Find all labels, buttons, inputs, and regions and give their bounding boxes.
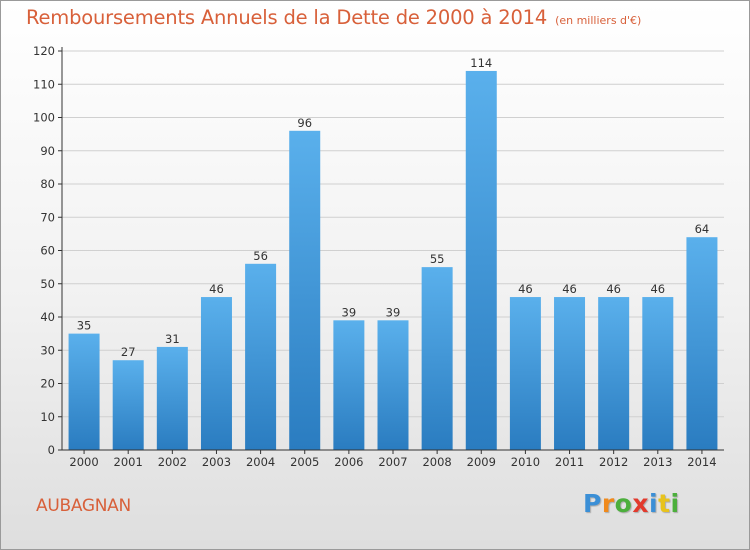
data-label: 64	[695, 222, 710, 236]
y-tick-label: 0	[48, 443, 55, 457]
data-label: 31	[165, 332, 180, 346]
x-tick-label: 2003	[202, 455, 231, 469]
y-tick-label: 70	[40, 210, 55, 224]
x-tick-label: 2012	[599, 455, 628, 469]
logo-letter: i	[670, 489, 680, 518]
logo-letter: i	[649, 489, 659, 518]
data-label: 46	[562, 282, 577, 296]
bar	[68, 333, 100, 450]
y-tick-label: 10	[40, 410, 55, 424]
bar	[642, 297, 674, 450]
chart-title: Remboursements Annuels de la Dette de 20…	[26, 6, 641, 29]
logo-letter: x	[632, 489, 649, 518]
y-tick-label: 120	[33, 44, 55, 58]
y-tick-label: 110	[33, 77, 55, 91]
data-label: 114	[470, 56, 492, 70]
bar	[598, 297, 630, 450]
data-label: 39	[386, 305, 401, 319]
y-tick-label: 100	[33, 111, 55, 125]
data-label: 96	[297, 116, 312, 130]
bar	[465, 70, 497, 450]
bar	[686, 237, 718, 450]
bar	[289, 130, 321, 451]
bar	[245, 263, 277, 450]
y-tick-label: 60	[40, 244, 55, 258]
x-tick-label: 2002	[158, 455, 187, 469]
data-label: 39	[342, 305, 357, 319]
bar	[509, 297, 541, 450]
y-tick-label: 80	[40, 177, 55, 191]
x-tick-label: 2005	[290, 455, 319, 469]
y-tick-label: 90	[40, 144, 55, 158]
data-label: 46	[518, 282, 533, 296]
x-tick-label: 2000	[69, 455, 98, 469]
data-label: 46	[606, 282, 621, 296]
x-tick-label: 2008	[422, 455, 451, 469]
bar	[333, 320, 365, 450]
data-label: 55	[430, 252, 445, 266]
y-tick-label: 50	[40, 277, 55, 291]
x-tick-label: 2007	[378, 455, 407, 469]
data-label: 27	[121, 345, 136, 359]
bar	[554, 297, 586, 450]
bar	[377, 320, 409, 450]
logo-letter: P	[583, 489, 602, 518]
logo-letter: t	[658, 489, 671, 518]
commune-name: AUBAGNAN	[36, 496, 131, 516]
x-tick-label: 2014	[687, 455, 716, 469]
x-tick-label: 2011	[555, 455, 584, 469]
chart-subtitle: (en milliers d'€)	[555, 14, 642, 27]
y-tick-label: 40	[40, 310, 55, 324]
bar	[421, 267, 453, 450]
x-tick-label: 2010	[511, 455, 540, 469]
logo-letter: r	[601, 489, 615, 518]
bar	[200, 297, 232, 450]
bar	[156, 346, 188, 450]
x-tick-label: 2013	[643, 455, 672, 469]
data-label: 46	[650, 282, 665, 296]
data-label: 46	[209, 282, 224, 296]
proxiti-logo: Proxiti	[583, 489, 680, 518]
x-tick-label: 2004	[246, 455, 275, 469]
data-label: 35	[77, 319, 92, 333]
y-tick-label: 20	[40, 377, 55, 391]
y-tick-label: 30	[40, 343, 55, 357]
logo-letter: o	[614, 489, 633, 518]
x-tick-label: 2001	[114, 455, 143, 469]
data-label: 56	[253, 249, 268, 263]
bar	[112, 360, 144, 450]
x-tick-label: 2006	[334, 455, 363, 469]
chart-title-text: Remboursements Annuels de la Dette de 20…	[26, 6, 548, 29]
x-tick-label: 2009	[467, 455, 496, 469]
